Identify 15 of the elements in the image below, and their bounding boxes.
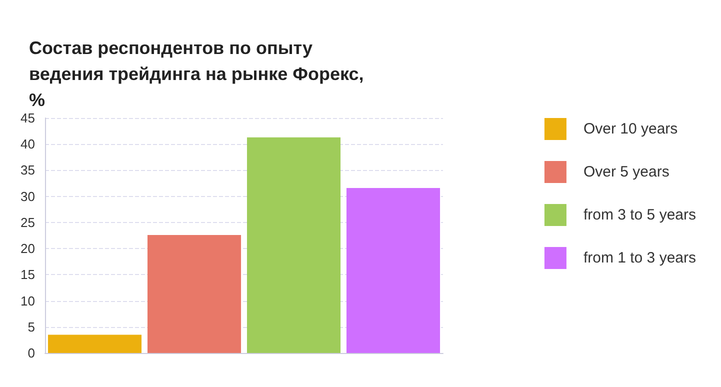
y-tick-label: 45 [20,110,35,126]
y-tick-label: 5 [28,319,35,334]
y-tick-label: 40 [20,136,35,152]
y-tick-label: 25 [20,214,35,230]
y-tick-label: 0 [28,346,35,360]
chart-title: Состав респондентов по опыту ведения трейдинга на рынке Форекс, % [29,38,369,110]
legend-label: from 3 to 5 years [583,206,696,224]
y-tick-label: 15 [20,267,35,282]
legend-label: from 1 to 3 years [583,250,696,266]
y-tick-label: 35 [20,162,35,178]
y-tick-label: 30 [20,188,35,204]
y-tick-label: 20 [20,241,35,256]
legend-label: Over 10 years [583,120,678,138]
legend-label: Over 5 years [583,164,670,180]
y-tick-label: 10 [20,293,35,308]
